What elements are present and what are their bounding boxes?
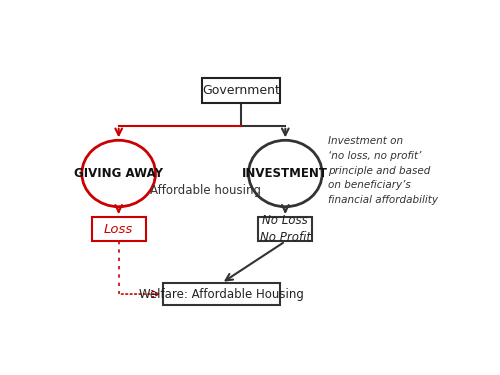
FancyBboxPatch shape [163, 283, 280, 305]
Text: Loss: Loss [104, 223, 134, 236]
FancyBboxPatch shape [258, 217, 312, 242]
Text: INVESTMENT: INVESTMENT [242, 167, 328, 180]
FancyBboxPatch shape [202, 78, 280, 103]
Text: Investment on
‘no loss, no profit’
principle and based
on beneficiary’s
financia: Investment on ‘no loss, no profit’ princ… [328, 136, 438, 205]
Ellipse shape [82, 140, 156, 207]
Text: Government: Government [202, 84, 280, 97]
FancyBboxPatch shape [92, 217, 146, 242]
Text: Welfare: Affordable Housing: Welfare: Affordable Housing [139, 288, 304, 300]
Text: GIVING AWAY: GIVING AWAY [74, 167, 163, 180]
Ellipse shape [248, 140, 322, 207]
Text: No Loss
No Profit: No Loss No Profit [260, 214, 311, 244]
Text: Affordable housing: Affordable housing [150, 184, 262, 197]
